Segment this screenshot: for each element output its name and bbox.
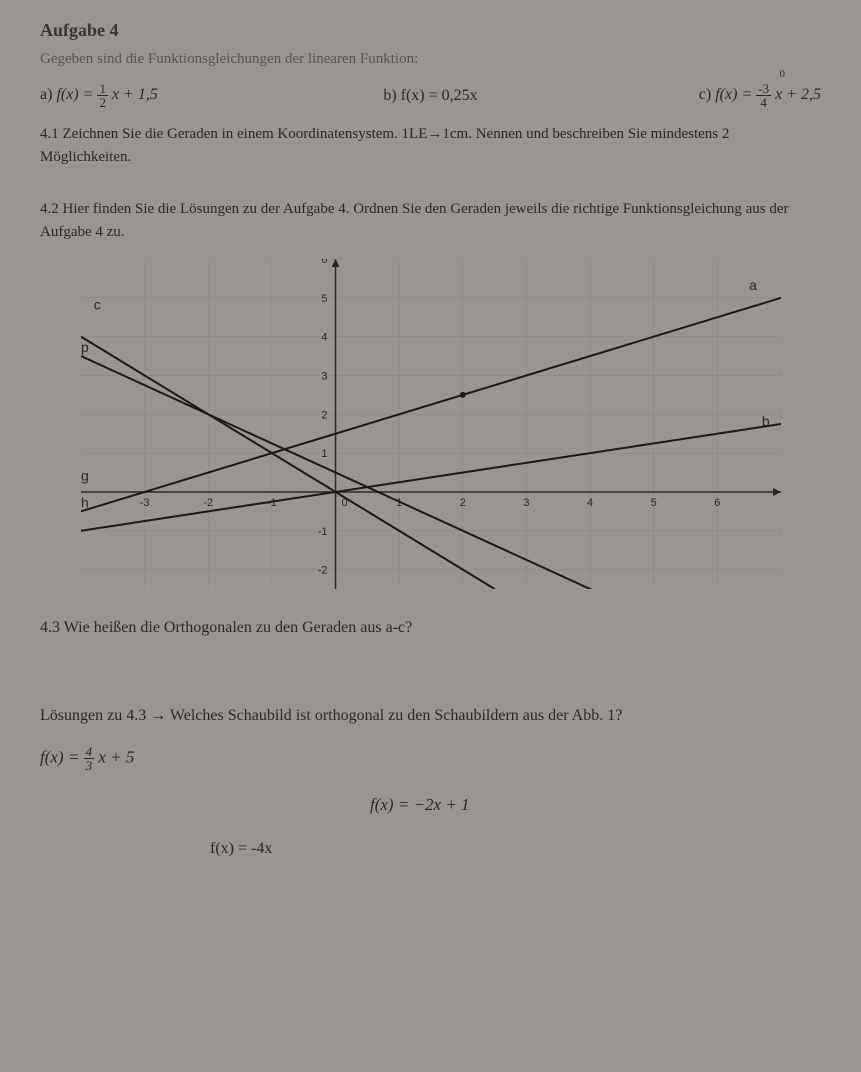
eq-c-lhs: f(x) = xyxy=(715,86,752,103)
svg-text:6: 6 xyxy=(714,497,720,509)
equation-a: a) f(x) = 1 2 x + 1,5 xyxy=(40,82,300,109)
svg-text:-2: -2 xyxy=(317,565,327,577)
svg-text:h: h xyxy=(81,494,89,510)
svg-text:b: b xyxy=(761,413,769,429)
equation-c: c) f(x) = -3 4 x + 2,5 0 xyxy=(561,82,821,109)
svg-text:6: 6 xyxy=(321,259,327,266)
task-4-1: 4.1 Zeichnen Sie die Geraden in einem Ko… xyxy=(40,123,821,168)
solution-2: f(x) = −2x + 1 xyxy=(370,795,470,815)
svg-text:-2: -2 xyxy=(203,497,213,509)
svg-text:2: 2 xyxy=(321,409,327,421)
sol1-lhs: f(x) = xyxy=(40,747,79,766)
solution-1: f(x) = 4 3 x + 5 xyxy=(40,745,134,772)
solution-3: f(x) = -4x xyxy=(210,840,272,858)
eq-c-frac: -3 4 xyxy=(756,82,771,109)
eq-b-label: b) xyxy=(383,87,396,104)
eq-c-rest: x + 2,5 xyxy=(775,86,821,103)
eq-c-den: 4 xyxy=(756,96,771,109)
svg-text:c: c xyxy=(93,296,100,312)
svg-text:3: 3 xyxy=(523,497,529,509)
eq-a-den: 2 xyxy=(97,96,108,109)
task-title: Aufgabe 4 xyxy=(40,20,821,41)
svg-text:5: 5 xyxy=(321,293,327,305)
svg-text:4: 4 xyxy=(321,332,327,344)
eq-b-text: f(x) = 0,25x xyxy=(401,87,478,104)
svg-text:1: 1 xyxy=(321,448,327,460)
eq-a-label: a) xyxy=(40,86,52,103)
task-4-2: 4.2 Hier finden Sie die Lösungen zu der … xyxy=(40,198,821,243)
sol1-frac: 4 3 xyxy=(84,745,95,772)
svg-text:3: 3 xyxy=(321,370,327,382)
sol1-den: 3 xyxy=(84,759,95,772)
svg-text:4: 4 xyxy=(587,497,593,509)
svg-text:-3: -3 xyxy=(139,497,149,509)
svg-text:g: g xyxy=(81,467,89,483)
coordinate-chart: -3-2-11234560-2-1123456abcpgh xyxy=(81,259,781,589)
eq-a-num: 1 xyxy=(97,82,108,96)
svg-text:-1: -1 xyxy=(317,526,327,538)
eq-a-lhs: f(x) = xyxy=(56,86,93,103)
sol1-num: 4 xyxy=(84,745,95,759)
task-4-3: 4.3 Wie heißen die Orthogonalen zu den G… xyxy=(40,619,821,637)
equation-b: b) f(x) = 0,25x xyxy=(300,87,560,105)
eq-c-corr-top: 0 xyxy=(779,68,785,80)
svg-text:a: a xyxy=(749,277,757,293)
svg-text:5: 5 xyxy=(650,497,656,509)
svg-text:2: 2 xyxy=(459,497,465,509)
eq-a-frac: 1 2 xyxy=(97,82,108,109)
equation-row: a) f(x) = 1 2 x + 1,5 b) f(x) = 0,25x c)… xyxy=(40,82,821,109)
eq-a-rest: x + 1,5 xyxy=(112,86,158,103)
svg-text:p: p xyxy=(81,339,89,355)
sol1-rest: x + 5 xyxy=(98,747,134,766)
eq-c-num: -3 xyxy=(756,82,771,96)
solution-equations: f(x) = 4 3 x + 5 f(x) = −2x + 1 f(x) = -… xyxy=(40,745,821,865)
graph-container: -3-2-11234560-2-1123456abcpgh xyxy=(40,259,821,589)
solutions-title: Lösungen zu 4.3 → Welches Schaubild ist … xyxy=(40,707,821,725)
intro-text: Gegeben sind die Funktionsgleichungen de… xyxy=(40,51,821,68)
eq-c-label: c) xyxy=(699,86,711,103)
